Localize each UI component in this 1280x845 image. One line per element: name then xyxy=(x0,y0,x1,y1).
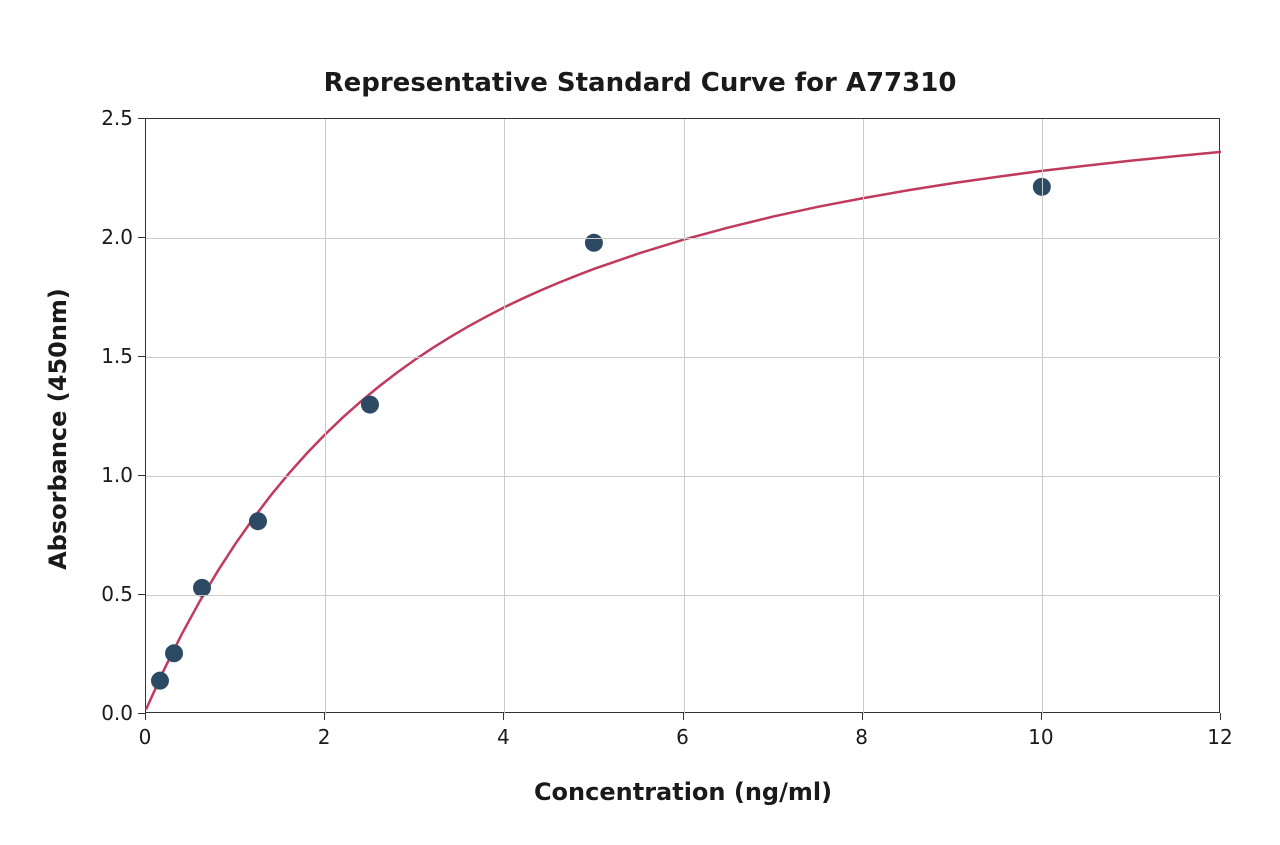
x-tick-label: 4 xyxy=(497,725,510,749)
y-tick-label: 1.5 xyxy=(97,344,133,368)
y-tick-mark xyxy=(138,356,145,357)
y-tick-label: 2.0 xyxy=(97,225,133,249)
data-point xyxy=(151,672,169,690)
grid-line-vertical xyxy=(1042,119,1043,714)
x-axis-label-text: Concentration (ng/ml) xyxy=(534,778,832,806)
y-tick-mark xyxy=(138,594,145,595)
x-tick-label: 12 xyxy=(1207,725,1232,749)
data-point xyxy=(165,644,183,662)
grid-line-vertical xyxy=(684,119,685,714)
y-tick-mark xyxy=(138,118,145,119)
x-tick-mark xyxy=(1041,713,1042,720)
grid-line-horizontal xyxy=(146,357,1221,358)
grid-line-vertical xyxy=(504,119,505,714)
x-tick-mark xyxy=(862,713,863,720)
x-tick-label: 10 xyxy=(1028,725,1053,749)
data-point xyxy=(585,234,603,252)
y-axis-label: Absorbance (450nm) xyxy=(44,288,72,570)
plot-svg xyxy=(146,119,1219,712)
y-tick-mark xyxy=(138,713,145,714)
data-point xyxy=(361,396,379,414)
plot-area xyxy=(145,118,1220,713)
grid-line-horizontal xyxy=(146,595,1221,596)
grid-line-horizontal xyxy=(146,238,1221,239)
y-tick-label: 2.5 xyxy=(97,106,133,130)
y-tick-mark xyxy=(138,237,145,238)
x-tick-label: 0 xyxy=(139,725,152,749)
y-tick-mark xyxy=(138,475,145,476)
y-tick-label: 0.0 xyxy=(97,701,133,725)
data-point xyxy=(249,512,267,530)
grid-line-vertical xyxy=(863,119,864,714)
chart-title-text: Representative Standard Curve for A77310 xyxy=(324,68,957,98)
grid-line-horizontal xyxy=(146,476,1221,477)
x-axis-label: Concentration (ng/ml) xyxy=(534,778,832,806)
x-tick-mark xyxy=(683,713,684,720)
y-axis-label-text: Absorbance (450nm) xyxy=(44,288,72,570)
x-tick-mark xyxy=(1220,713,1221,720)
grid-line-vertical xyxy=(325,119,326,714)
x-tick-mark xyxy=(503,713,504,720)
x-tick-mark xyxy=(145,713,146,720)
x-tick-label: 8 xyxy=(855,725,868,749)
y-tick-label: 0.5 xyxy=(97,582,133,606)
x-tick-label: 2 xyxy=(318,725,331,749)
chart-container: Representative Standard Curve for A77310… xyxy=(0,0,1280,845)
x-tick-label: 6 xyxy=(676,725,689,749)
chart-title: Representative Standard Curve for A77310 xyxy=(0,68,1280,98)
x-tick-mark xyxy=(324,713,325,720)
y-tick-label: 1.0 xyxy=(97,463,133,487)
